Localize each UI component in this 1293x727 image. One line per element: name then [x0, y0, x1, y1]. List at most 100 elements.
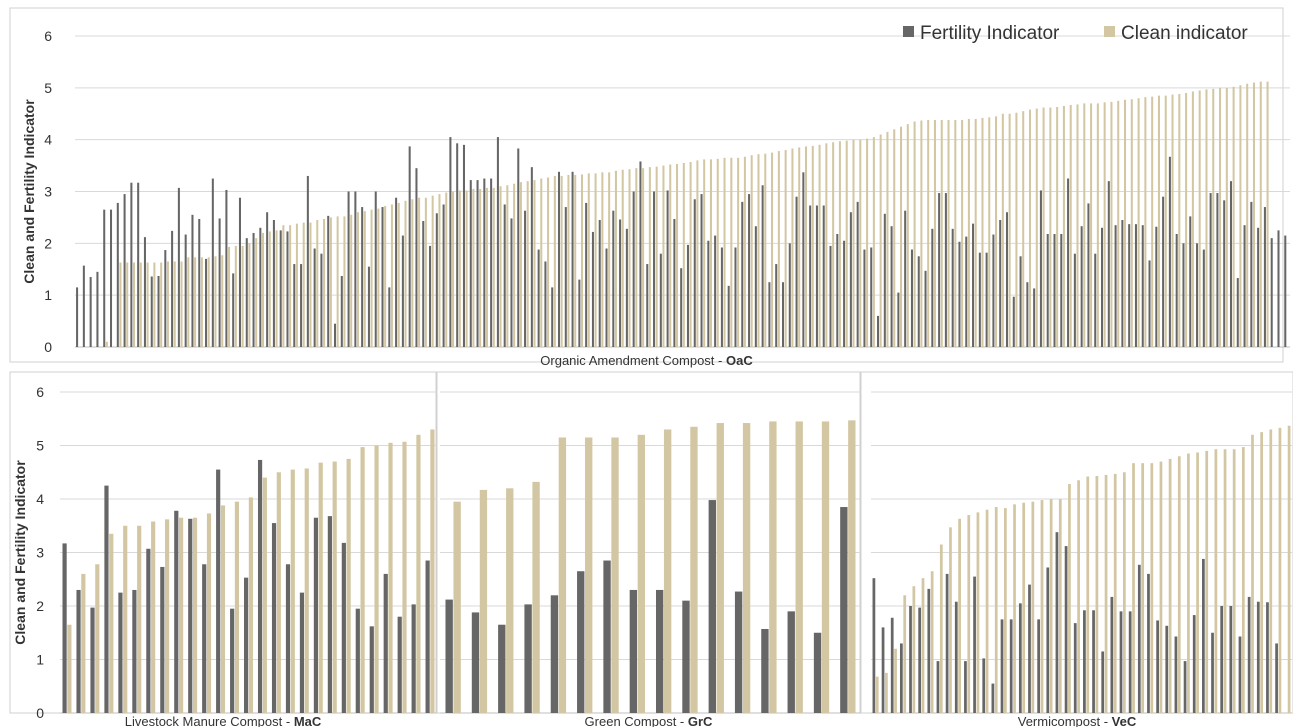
- bar-fertility: [917, 256, 920, 347]
- bar-fertility: [978, 252, 981, 347]
- bar-clean: [949, 527, 952, 713]
- bar-clean: [221, 255, 224, 347]
- bar-fertility: [388, 287, 391, 347]
- bar-clean: [981, 117, 984, 347]
- bar-clean: [900, 126, 903, 347]
- bar-clean: [343, 216, 346, 347]
- bar-fertility: [897, 292, 900, 347]
- bar-clean: [825, 143, 828, 347]
- bar-clean: [821, 421, 830, 713]
- bar-fertility: [1175, 234, 1178, 347]
- bar-fertility: [809, 205, 812, 347]
- bar-fertility: [910, 249, 913, 347]
- bar-clean: [304, 468, 309, 713]
- bar-fertility: [76, 589, 81, 713]
- bars: [62, 429, 435, 713]
- bar-fertility: [1183, 661, 1187, 713]
- bar-fertility: [218, 218, 221, 347]
- bar-fertility: [1174, 636, 1178, 713]
- bar-clean: [1103, 102, 1106, 347]
- bar-fertility: [1284, 235, 1287, 347]
- bar-clean: [648, 167, 651, 347]
- bar-clean: [268, 231, 271, 347]
- bar-clean: [872, 137, 875, 347]
- bar-fertility: [96, 271, 99, 347]
- bar-clean: [558, 437, 567, 713]
- bar-fertility: [395, 197, 398, 347]
- bar-clean: [804, 146, 808, 347]
- bar-fertility: [1238, 636, 1242, 713]
- bar-fertility: [1083, 610, 1086, 713]
- bar-fertility: [456, 143, 459, 347]
- y-tick-label: 2: [44, 235, 52, 251]
- bar-clean: [547, 177, 550, 347]
- bar-fertility: [266, 212, 269, 347]
- y-tick-label: 3: [36, 545, 44, 561]
- y-tick-label: 4: [36, 491, 44, 507]
- bar-fertility: [530, 167, 533, 347]
- bar-fertility: [347, 191, 350, 347]
- bar-fertility: [1114, 225, 1117, 347]
- bar-fertility: [411, 604, 416, 713]
- bar-clean: [178, 517, 184, 713]
- legend-label-fertility: Fertility Indicator: [920, 23, 1060, 44]
- bar-clean: [893, 129, 896, 347]
- bar-fertility: [205, 258, 208, 347]
- bar-clean: [939, 544, 943, 713]
- bar-fertility: [707, 240, 710, 347]
- bar-fertility: [1236, 278, 1239, 347]
- bar-fertility: [76, 287, 79, 347]
- bar-fertility: [1028, 584, 1031, 713]
- bar-fertility: [591, 231, 594, 347]
- bar-fertility: [781, 282, 785, 347]
- bar-fertility: [150, 276, 153, 347]
- bar-clean: [921, 578, 925, 713]
- bar-clean: [1151, 96, 1154, 348]
- bar-clean: [1205, 89, 1208, 347]
- bar-clean: [123, 525, 128, 713]
- bar-fertility: [445, 599, 453, 713]
- bar-fertility: [216, 469, 221, 713]
- bars: [872, 425, 1291, 713]
- bar-clean: [1040, 500, 1044, 713]
- bar-fertility: [300, 264, 303, 347]
- bar-fertility: [188, 518, 193, 713]
- bar-clean: [587, 173, 590, 347]
- bar-clean: [976, 512, 980, 713]
- bar-fertility: [802, 172, 805, 347]
- bar-fertility: [517, 148, 520, 347]
- bar-fertility: [992, 234, 995, 347]
- bar-fertility: [160, 566, 165, 713]
- bar-clean: [316, 220, 319, 347]
- bar-fertility: [714, 235, 717, 347]
- bar-clean: [1069, 104, 1072, 348]
- bar-clean: [453, 501, 461, 713]
- bar-fertility: [490, 178, 493, 347]
- bar-clean: [513, 183, 516, 347]
- bar-fertility: [625, 228, 628, 347]
- bar-clean: [377, 208, 380, 347]
- bar-fertility: [985, 252, 988, 347]
- bar-clean: [742, 423, 751, 713]
- bar-fertility: [1192, 615, 1196, 713]
- bar-clean: [214, 256, 217, 347]
- bar-fertility: [1243, 225, 1246, 347]
- bar-fertility: [1039, 190, 1042, 347]
- y-tick-label: 6: [44, 28, 52, 44]
- bar-clean: [262, 477, 267, 713]
- bar-clean: [1042, 107, 1045, 347]
- bar-fertility: [938, 193, 941, 347]
- bar-clean: [132, 262, 136, 347]
- bar-fertility: [754, 226, 757, 347]
- bar-clean: [506, 488, 514, 713]
- bar-fertility: [313, 517, 319, 713]
- bar-clean: [173, 261, 176, 347]
- bar-clean: [985, 509, 989, 713]
- bar-fertility: [132, 589, 137, 713]
- bar-clean: [479, 489, 488, 713]
- bar-fertility: [972, 223, 975, 347]
- bar-clean: [1068, 484, 1071, 713]
- bar-clean: [424, 197, 427, 347]
- bar-fertility: [381, 207, 384, 347]
- bar-clean: [397, 202, 400, 347]
